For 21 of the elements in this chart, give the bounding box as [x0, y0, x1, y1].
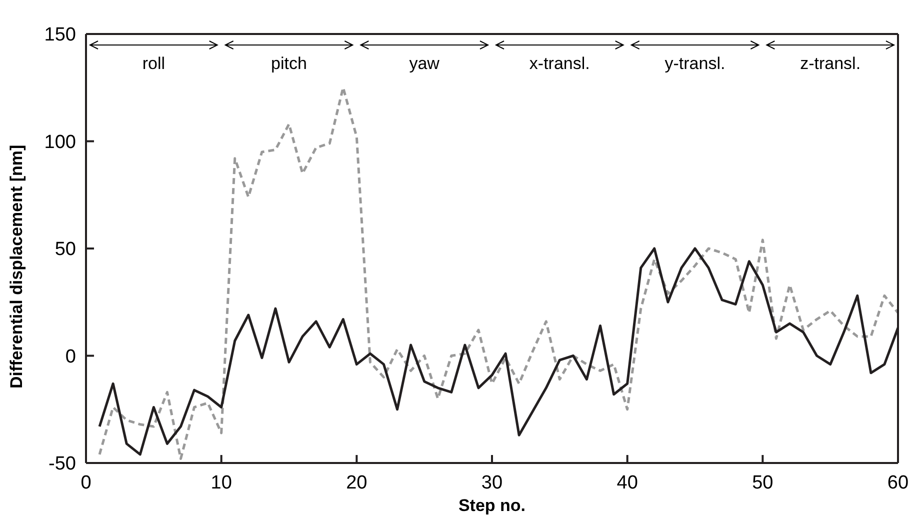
annotation: y-transl. [664, 54, 726, 73]
y-axis-title: Differential displacement [nm] [7, 144, 26, 388]
x-tick-label: 0 [80, 472, 92, 494]
x-tick-label: 10 [210, 472, 232, 494]
line-series [98, 86, 898, 460]
annotation: x-transl. [529, 54, 590, 73]
y-tick-label: 100 [44, 132, 76, 153]
x-tick-label: 40 [616, 472, 638, 494]
y-tick-label: 150 [44, 24, 76, 46]
annotation: roll [142, 54, 166, 73]
y-tick-label: 50 [54, 239, 76, 260]
annotation: z-transl. [800, 54, 861, 73]
annotation: pitch [271, 54, 307, 73]
annotation: yaw [409, 54, 440, 73]
y-tick-label: -50 [48, 454, 76, 475]
x-tick-label: 30 [481, 472, 503, 494]
x-tick-label: 20 [346, 472, 368, 494]
x-axis-title: Step no. [458, 496, 526, 515]
y-tick-label: 0 [65, 346, 76, 368]
x-tick-label: 50 [752, 472, 774, 494]
x-tick-label: 60 [887, 472, 909, 494]
